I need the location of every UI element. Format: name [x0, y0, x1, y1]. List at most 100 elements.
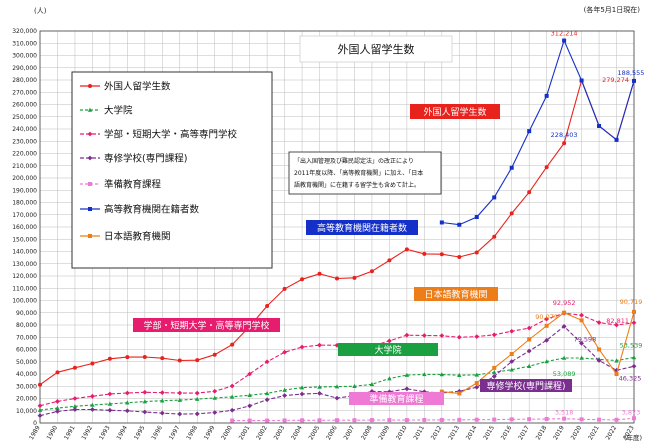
point-senshu [37, 413, 43, 419]
point-total [352, 275, 357, 280]
legend-swatch-marker [88, 207, 92, 211]
point-univ [107, 401, 113, 406]
point-senshu [264, 397, 270, 403]
point-junbi [387, 418, 392, 423]
legend-label: 日本語教育機関 [104, 231, 171, 243]
point-junbi [457, 417, 462, 422]
note-line-2: 2011年度以降、「高等教育機関」に加え、「日本 [294, 169, 423, 177]
point-univ [160, 398, 165, 403]
series-line-junbi [232, 417, 635, 422]
point-univ [317, 384, 322, 389]
point-undergrad [124, 390, 130, 396]
point-total [527, 190, 532, 195]
point-undergrad [387, 338, 392, 344]
y-tick-label: 40,000 [16, 371, 37, 378]
point-junbi [597, 417, 602, 422]
callout-bg [306, 220, 418, 235]
series-junbi [230, 416, 636, 423]
y-tick-label: 20,000 [16, 396, 37, 403]
x-tick-label: 2006 [325, 424, 339, 441]
legend-swatch-marker [87, 107, 93, 112]
x-tick-label: 2008 [360, 424, 374, 441]
y-tick-label: 250,000 [12, 114, 37, 121]
point-koto [597, 124, 602, 129]
x-tick-label: 2001 [238, 424, 252, 441]
callout-bg [414, 287, 498, 301]
x-tick-label: 1991 [63, 424, 77, 441]
point-nihongo [492, 365, 497, 370]
x-tick-label: 1990 [45, 424, 59, 441]
point-total [107, 356, 112, 361]
value-label: 53,539 [620, 341, 643, 349]
point-koto [562, 38, 567, 43]
note-line-3: 語教育機関」に在籍する留学生も含めて計上。 [294, 181, 420, 189]
point-total [404, 247, 409, 252]
point-senshu [124, 408, 130, 414]
legend-swatch-marker [88, 234, 92, 238]
y-tick-label: 160,000 [12, 224, 37, 231]
point-senshu [159, 410, 165, 416]
series-lines [37, 38, 637, 423]
point-senshu [317, 390, 322, 396]
point-univ [212, 395, 217, 400]
point-senshu [596, 358, 602, 363]
point-senshu [282, 393, 287, 398]
series-univ [37, 355, 637, 412]
point-senshu [194, 411, 200, 417]
point-univ [247, 392, 252, 397]
point-undergrad [596, 320, 602, 325]
point-univ [561, 355, 567, 360]
point-undergrad [72, 396, 78, 401]
point-koto [439, 220, 444, 225]
x-tick-label: 2005 [308, 424, 322, 441]
point-junbi [404, 418, 409, 423]
y-tick-label: 190,000 [12, 187, 37, 194]
point-total [335, 276, 339, 281]
point-senshu [247, 403, 253, 409]
series-callout: 高等教育機関在籍者数 [306, 220, 418, 235]
point-nihongo [509, 352, 514, 357]
point-univ [579, 355, 584, 360]
series-callout: 日本語教育機関 [414, 287, 498, 301]
callout-bg [349, 392, 444, 405]
point-nihongo [474, 381, 479, 386]
callout-label: 大学院 [374, 344, 401, 356]
value-label: 228,403 [551, 131, 578, 139]
point-total [265, 303, 270, 308]
x-tick-label: 2011 [412, 424, 426, 441]
point-undergrad [317, 342, 322, 348]
y-tick-label: 230,000 [12, 138, 37, 145]
point-koto [527, 129, 532, 134]
x-tick-label: 2017 [517, 424, 531, 441]
x-tick-label: 1995 [133, 424, 147, 441]
series-callout: 大学院 [338, 343, 438, 356]
point-univ [404, 372, 410, 377]
y-tick-label: 60,000 [16, 347, 37, 354]
point-univ [509, 367, 514, 372]
point-undergrad [107, 391, 113, 397]
point-univ [334, 384, 340, 389]
point-koto [509, 165, 514, 170]
point-junbi [632, 416, 636, 421]
series-callouts: 外国人留学生数高等教育機関在籍者数日本語教育機関学部・短期大学・高等専門学校大学… [133, 104, 572, 405]
point-senshu [474, 384, 480, 390]
point-undergrad [526, 325, 532, 331]
point-total [38, 382, 42, 387]
legend-label: 高等教育機関在籍者数 [104, 204, 200, 216]
point-nihongo [562, 310, 567, 315]
point-univ [125, 400, 130, 405]
point-undergrad [282, 349, 287, 355]
point-koto [579, 78, 584, 83]
y-tick-label: 80,000 [16, 322, 37, 329]
point-junbi [614, 417, 619, 422]
y-tick-label: 280,000 [12, 77, 37, 84]
x-axis-ticks: 1989 1990 1991 1992 1993 1994 1995 1996 1997 1998… [28, 424, 636, 441]
point-total [369, 269, 374, 274]
point-junbi [247, 418, 252, 423]
point-univ [474, 372, 479, 377]
point-koto [544, 93, 549, 98]
point-nihongo [579, 318, 584, 323]
point-senshu [72, 407, 78, 412]
point-undergrad [404, 332, 410, 338]
